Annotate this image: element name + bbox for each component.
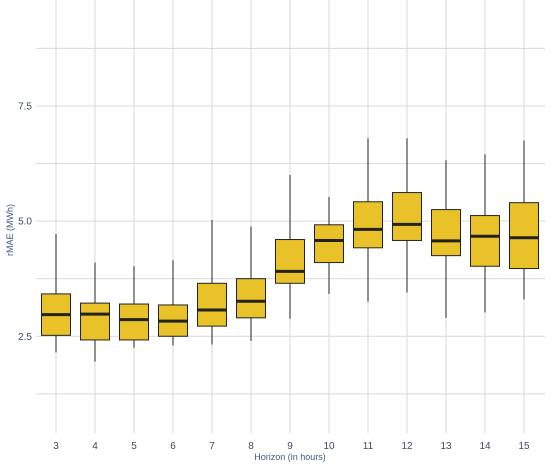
box-group-10 [314, 197, 344, 294]
x-tick-label-11: 11 [363, 441, 374, 452]
y-axis-title: rMAE (MWh) [5, 204, 15, 256]
box-group-12 [392, 138, 422, 293]
x-tick-label-4: 4 [92, 441, 98, 452]
box-layer [41, 138, 539, 362]
x-tick-label-10: 10 [323, 441, 335, 452]
box-group-8 [236, 226, 266, 341]
y-tick-label-5.0: 5.0 [18, 217, 32, 228]
y-tick-label-2.5: 2.5 [18, 332, 32, 343]
box-15 [509, 202, 539, 270]
box-11 [353, 201, 383, 249]
box-group-5 [119, 266, 149, 348]
box-7 [197, 282, 227, 327]
x-tick-label-3: 3 [53, 441, 59, 452]
box-group-9 [275, 175, 305, 319]
x-tick-label-15: 15 [518, 441, 530, 452]
box-8 [236, 278, 266, 319]
box-4 [80, 302, 110, 341]
box-group-6 [158, 260, 188, 346]
box-group-7 [197, 220, 227, 345]
x-tick-label-13: 13 [440, 441, 452, 452]
box-9 [275, 239, 305, 284]
y-tick-label-7.5: 7.5 [18, 101, 32, 112]
box-12 [392, 192, 422, 241]
x-tick-label-12: 12 [401, 441, 413, 452]
x-tick-label-5: 5 [131, 441, 137, 452]
box-group-11 [353, 138, 383, 302]
box-5 [119, 303, 149, 341]
box-group-14 [470, 154, 500, 313]
box-group-4 [80, 262, 110, 362]
box-13 [431, 209, 461, 257]
box-group-3 [41, 234, 71, 353]
box-group-15 [509, 140, 539, 300]
x-tick-label-9: 9 [287, 441, 293, 452]
x-tick-label-6: 6 [170, 441, 176, 452]
box-10 [314, 224, 344, 264]
x-tick-label-8: 8 [248, 441, 254, 452]
box-group-13 [431, 160, 461, 318]
box-14 [470, 215, 500, 267]
x-tick-label-14: 14 [479, 441, 491, 452]
tick-layer: 2.5 5.0 7.5 3 4 5 6 7 8 9 10 11 12 13 14 15 [18, 101, 530, 452]
x-axis-title: Horizon (in hours) [254, 452, 326, 462]
x-tick-label-7: 7 [209, 441, 215, 452]
